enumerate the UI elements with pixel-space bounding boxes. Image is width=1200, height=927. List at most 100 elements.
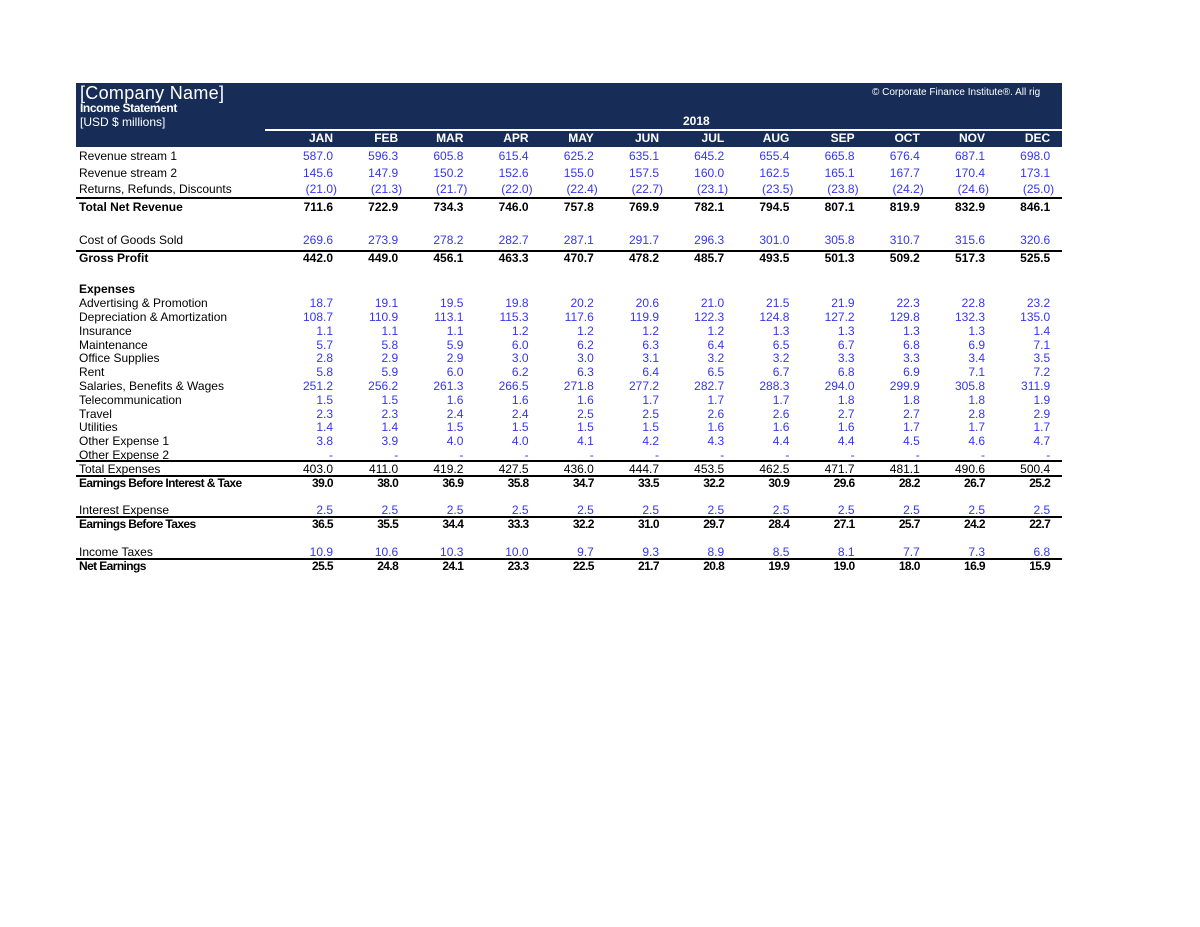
cell-value[interactable]: 5.8 <box>316 365 333 379</box>
cell-value[interactable]: 19.9 <box>768 559 790 573</box>
cell-value[interactable]: 266.5 <box>498 379 529 393</box>
cell-value[interactable]: (22.0) <box>501 182 533 196</box>
cell-value[interactable]: 32.2 <box>572 517 595 531</box>
cell-value[interactable]: 15.9 <box>1029 559 1051 573</box>
cell-value[interactable]: 2.5 <box>772 503 790 517</box>
cell-value[interactable]: (23.8) <box>827 182 859 196</box>
cell-value[interactable]: 2.9 <box>1033 407 1051 421</box>
cell-value[interactable]: 711.6 <box>303 200 333 214</box>
cell-value[interactable]: 427.5 <box>498 462 529 476</box>
cell-value[interactable]: 278.2 <box>433 233 464 247</box>
cell-value[interactable]: 261.3 <box>433 379 464 393</box>
cell-value[interactable]: 2.6 <box>772 407 790 421</box>
cell-value[interactable]: 1.9 <box>1033 393 1051 407</box>
cell-value[interactable]: 35.8 <box>507 476 530 490</box>
cell-value[interactable]: 1.2 <box>707 324 725 338</box>
cell-value[interactable]: 1.8 <box>968 393 985 407</box>
cell-value[interactable]: 6.8 <box>1033 545 1051 559</box>
cell-value[interactable]: 291.7 <box>628 233 659 247</box>
cell-value[interactable]: 1.1 <box>381 324 399 338</box>
cell-value[interactable]: 517.3 <box>954 251 985 265</box>
cell-value[interactable]: 1.5 <box>446 420 464 434</box>
cell-value[interactable]: 6.7 <box>837 338 855 352</box>
cell-value[interactable]: 485.7 <box>694 251 725 265</box>
cell-value[interactable]: 119.9 <box>629 310 659 324</box>
cell-value[interactable]: 1.4 <box>1033 324 1051 338</box>
cell-value[interactable]: 2.4 <box>511 407 529 421</box>
cell-value[interactable]: 1.5 <box>316 393 333 407</box>
cell-value[interactable]: 22.7 <box>1029 517 1051 531</box>
cell-value[interactable]: 456.1 <box>433 251 464 265</box>
cell-value[interactable]: 39.0 <box>312 476 334 490</box>
cell-value[interactable]: 127.2 <box>824 310 855 324</box>
cell-value[interactable]: 282.7 <box>694 379 725 393</box>
cell-value[interactable]: 722.9 <box>368 200 399 214</box>
cell-value[interactable]: 2.5 <box>642 503 659 517</box>
cell-value[interactable]: 1.6 <box>837 420 855 434</box>
cell-value[interactable]: 7.3 <box>968 545 985 559</box>
cell-value[interactable]: 147.9 <box>368 166 399 180</box>
cell-value[interactable]: 21.5 <box>766 296 790 310</box>
cell-value[interactable]: 645.2 <box>694 149 725 163</box>
cell-value[interactable]: 16.9 <box>964 559 986 573</box>
cell-value[interactable]: 165.1 <box>824 166 855 180</box>
cell-value[interactable]: 310.7 <box>889 233 920 247</box>
cell-value[interactable]: 2.3 <box>381 407 399 421</box>
cell-value[interactable]: 157.5 <box>628 166 659 180</box>
cell-value[interactable]: 31.0 <box>638 517 660 531</box>
cell-value[interactable]: 605.8 <box>433 149 464 163</box>
cell-value[interactable]: 453.5 <box>694 462 725 476</box>
cell-value[interactable]: 36.9 <box>442 476 464 490</box>
cell-value[interactable]: 122.3 <box>694 310 725 324</box>
cell-value[interactable]: 625.2 <box>563 149 594 163</box>
cell-value[interactable]: (21.3) <box>370 182 403 196</box>
cell-value[interactable]: 29.7 <box>703 517 725 531</box>
cell-value[interactable]: 2.6 <box>707 407 725 421</box>
cell-value[interactable]: 21.7 <box>638 559 660 573</box>
cell-value[interactable]: 10.3 <box>440 545 464 559</box>
cell-value[interactable]: 1.5 <box>381 393 399 407</box>
cell-value[interactable]: 19.0 <box>833 559 856 573</box>
cell-value[interactable]: 1.3 <box>903 324 920 338</box>
cell-value[interactable]: (21.0) <box>305 182 337 196</box>
cell-value[interactable]: 2.5 <box>968 503 985 517</box>
cell-value[interactable]: 10.0 <box>505 545 529 559</box>
cell-value[interactable]: 1.7 <box>1033 420 1051 434</box>
cell-value[interactable]: 3.8 <box>316 434 333 448</box>
cell-value[interactable]: 3.3 <box>837 351 855 365</box>
cell-value[interactable]: 8.1 <box>837 545 855 559</box>
cell-value[interactable]: 2.5 <box>511 503 529 517</box>
cell-value[interactable]: 5.7 <box>316 338 333 352</box>
cell-value[interactable]: 6.0 <box>511 338 529 352</box>
cell-value[interactable]: 442.0 <box>302 251 333 265</box>
cell-value[interactable]: 167.7 <box>889 166 920 180</box>
cell-value[interactable]: 1.6 <box>511 393 529 407</box>
cell-value[interactable]: - <box>1046 448 1051 462</box>
cell-value[interactable]: 687.1 <box>954 149 985 163</box>
cell-value[interactable]: - <box>459 448 464 462</box>
cell-value[interactable]: 2.5 <box>1033 503 1051 517</box>
cell-value[interactable]: 2.5 <box>642 407 659 421</box>
cell-value[interactable]: 160.0 <box>694 166 725 180</box>
cell-value[interactable]: 311.9 <box>1021 379 1051 393</box>
cell-value[interactable]: 1.7 <box>642 393 659 407</box>
cell-value[interactable]: 2.9 <box>381 351 399 365</box>
cell-value[interactable]: 807.1 <box>824 200 855 214</box>
cell-value[interactable]: 4.6 <box>968 434 985 448</box>
cell-value[interactable]: 7.2 <box>1033 365 1051 379</box>
cell-value[interactable]: 30.9 <box>768 476 790 490</box>
cell-value[interactable]: 6.2 <box>577 338 594 352</box>
cell-value[interactable]: 1.6 <box>772 420 790 434</box>
cell-value[interactable]: 463.3 <box>498 251 529 265</box>
cell-value[interactable]: 2.5 <box>837 503 855 517</box>
cell-value[interactable]: 4.2 <box>642 434 659 448</box>
cell-value[interactable]: 23.3 <box>507 559 530 573</box>
cell-value[interactable]: 1.2 <box>642 324 659 338</box>
cell-value[interactable]: 5.8 <box>381 338 399 352</box>
cell-value[interactable]: 145.6 <box>302 166 333 180</box>
cell-value[interactable]: 2.5 <box>707 503 725 517</box>
cell-value[interactable]: 481.1 <box>889 462 920 476</box>
cell-value[interactable]: 1.2 <box>511 324 529 338</box>
cell-value[interactable]: (23.5) <box>762 182 794 196</box>
cell-value[interactable]: 19.8 <box>505 296 529 310</box>
